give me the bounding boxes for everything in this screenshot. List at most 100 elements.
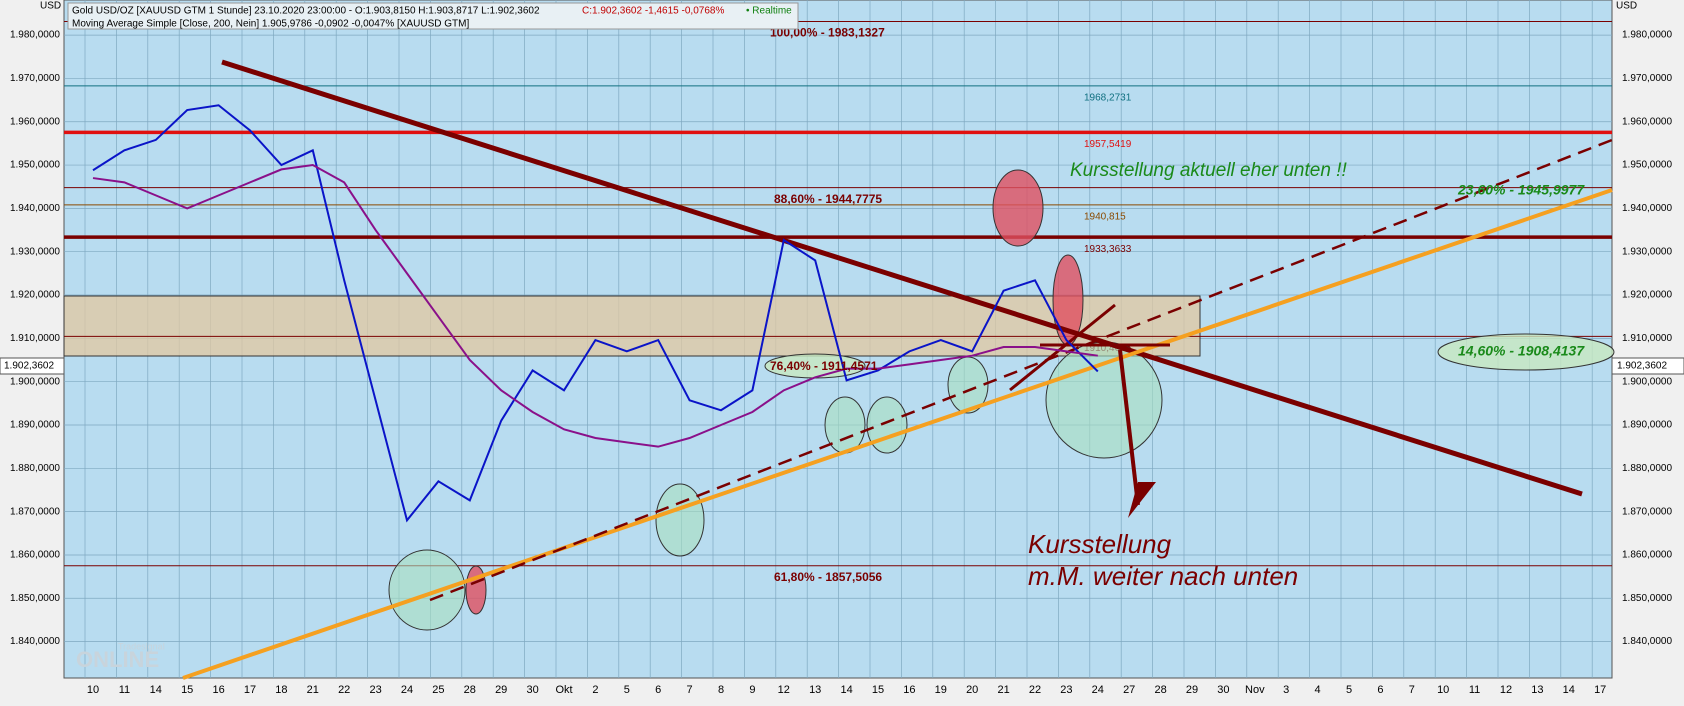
level-label: 88,60% - 1944,7775 <box>774 192 882 206</box>
y-tick-label: 1.840,0000 <box>1622 636 1672 647</box>
y-tick-label: 1.970,0000 <box>10 73 60 84</box>
x-tick-label: 22 <box>1029 684 1041 696</box>
x-tick-label: 20 <box>966 684 978 696</box>
x-tick-label: 30 <box>526 684 538 696</box>
y-tick-label: 1.910,0000 <box>10 333 60 344</box>
x-tick-label: 12 <box>778 684 790 696</box>
y-tick-label: 1.980,0000 <box>10 30 60 41</box>
x-tick-label: 28 <box>464 684 476 696</box>
x-tick-label: 7 <box>687 684 693 696</box>
x-tick-label: 22 <box>338 684 350 696</box>
y-tick-label: 1.960,0000 <box>1622 116 1672 127</box>
x-tick-label: 5 <box>1346 684 1352 696</box>
x-tick-label: 14 <box>1563 684 1575 696</box>
y-unit: USD <box>40 1 61 12</box>
x-tick-label: 23 <box>369 684 381 696</box>
level-label: 1968,2731 <box>1084 93 1132 104</box>
y-tick-label: 1.910,0000 <box>1622 333 1672 344</box>
x-tick-label: 5 <box>624 684 630 696</box>
x-tick-label: 17 <box>1594 684 1606 696</box>
x-tick-label: 21 <box>997 684 1009 696</box>
shapes <box>182 59 1615 680</box>
y-tick-label: 1.880,0000 <box>1622 463 1672 474</box>
x-tick-label: 27 <box>1123 684 1135 696</box>
labels: 1.840,0000 1.840,0000 1.850,0000 1.850,0000… <box>10 30 1673 696</box>
annotation: 14,60% - 1908,4137 <box>1458 343 1585 359</box>
y-tick-label: 1.960,0000 <box>10 116 60 127</box>
annotation: Kursstellung aktuell eher unten !! <box>1070 160 1347 181</box>
level-label: 1957,5419 <box>1084 139 1132 150</box>
x-tick-label: 24 <box>401 684 413 696</box>
x-tick-label: 7 <box>1409 684 1415 696</box>
last-price: 1.902,3602 <box>1617 361 1667 372</box>
x-tick-label: 12 <box>1500 684 1512 696</box>
annotation: 76,40% - 1911,4571 <box>770 359 878 373</box>
x-tick-label: 6 <box>1377 684 1383 696</box>
x-tick-label: 25 <box>432 684 444 696</box>
annotation: m.M. weiter nach unten <box>1028 561 1298 591</box>
y-tick-label: 1.940,0000 <box>1622 203 1672 214</box>
x-tick-label: 23 <box>1060 684 1072 696</box>
logo: ONLINE <box>76 647 159 672</box>
y-tick-label: 1.890,0000 <box>10 420 60 431</box>
x-tick-label: 10 <box>87 684 99 696</box>
last-price-box <box>1611 357 1684 375</box>
x-tick-label: 9 <box>749 684 755 696</box>
y-tick-label: 1.950,0000 <box>1622 160 1672 171</box>
x-tick-label: 14 <box>840 684 852 696</box>
x-tick-label: 6 <box>655 684 661 696</box>
y-tick-label: 1.980,0000 <box>1622 30 1672 41</box>
x-tick-label: 13 <box>1531 684 1543 696</box>
header-title: Gold USD/OZ [XAUUSD GTM 1 Stunde] 23.10.… <box>72 6 540 17</box>
y-tick-label: 1.860,0000 <box>1622 550 1672 561</box>
x-tick-label: 19 <box>935 684 947 696</box>
x-tick-label: 14 <box>150 684 162 696</box>
x-tick-label: 30 <box>1217 684 1229 696</box>
x-tick-label: 21 <box>307 684 319 696</box>
last-price-box <box>0 357 65 375</box>
y-tick-label: 1.930,0000 <box>10 246 60 257</box>
level-label: 1933,3633 <box>1084 244 1132 255</box>
x-tick-label: 18 <box>275 684 287 696</box>
x-tick-label: Nov <box>1245 684 1265 696</box>
y-tick-label: 1.940,0000 <box>10 203 60 214</box>
y-tick-label: 1.860,0000 <box>10 550 60 561</box>
logo-small: Tradesignal <box>118 641 165 651</box>
annotation: 23,60% - 1945,9977 <box>1457 182 1585 198</box>
y-tick-label: 1.870,0000 <box>10 506 60 517</box>
y-tick-label: 1.880,0000 <box>10 463 60 474</box>
x-tick-label: 16 <box>903 684 915 696</box>
x-tick-label: 3 <box>1283 684 1289 696</box>
price-zone <box>63 295 1201 357</box>
header-realtime: • Realtime <box>746 6 792 17</box>
x-tick-label: 11 <box>119 684 130 696</box>
level-label: 1940,815 <box>1084 211 1126 222</box>
x-tick-label: 4 <box>1315 684 1321 696</box>
x-tick-label: 11 <box>1469 684 1480 696</box>
header-close: C:1.902,3602 -1,4615 -0,0768% <box>582 6 724 17</box>
y-tick-label: 1.870,0000 <box>1622 506 1672 517</box>
x-tick-label: 28 <box>1154 684 1166 696</box>
x-tick-label: 8 <box>718 684 724 696</box>
y-tick-label: 1.840,0000 <box>10 636 60 647</box>
last-price: 1.902,3602 <box>4 361 54 372</box>
y-tick-label: 1.900,0000 <box>10 376 60 387</box>
series-line <box>92 164 1098 448</box>
x-tick-label: 16 <box>212 684 224 696</box>
y-tick-label: 1.920,0000 <box>1622 290 1672 301</box>
x-tick-label: 10 <box>1437 684 1449 696</box>
x-tick-label: 15 <box>872 684 884 696</box>
x-tick-label: 13 <box>809 684 821 696</box>
x-tick-label: 2 <box>592 684 598 696</box>
x-tick-label: 17 <box>244 684 256 696</box>
y-tick-label: 1.920,0000 <box>10 290 60 301</box>
x-tick-label: 24 <box>1092 684 1104 696</box>
y-tick-label: 1.850,0000 <box>10 593 60 604</box>
series-line <box>92 104 1099 523</box>
x-tick-label: 29 <box>1186 684 1198 696</box>
x-tick-label: 15 <box>181 684 193 696</box>
annotation: Kursstellung <box>1028 529 1172 559</box>
series <box>92 104 1099 523</box>
level-label: 100,00% - 1983,1327 <box>770 26 885 40</box>
